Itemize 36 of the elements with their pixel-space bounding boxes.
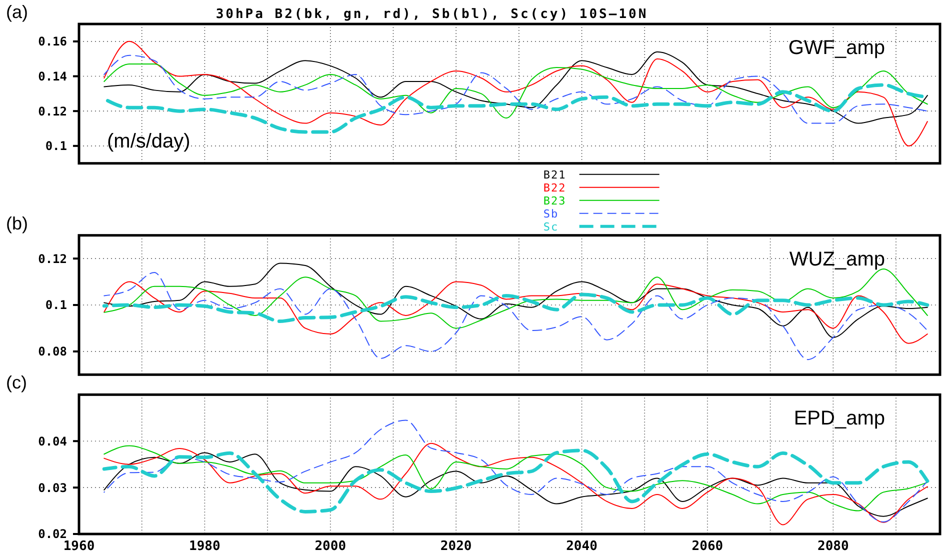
y-tick-label: 0.12: [38, 104, 67, 118]
x-tick-label: 2000: [314, 539, 346, 554]
y-tick-label: 0.16: [38, 34, 67, 49]
x-tick-label: 2060: [692, 539, 724, 554]
x-tick-label: 2040: [566, 539, 598, 554]
y-tick-label: 0.08: [38, 344, 67, 359]
line-series: [104, 64, 928, 119]
x-tick-label: 1980: [189, 539, 221, 554]
text: (a): [6, 2, 28, 22]
line-series: [104, 268, 928, 329]
text: Sb: [543, 207, 559, 220]
x-tick-label: 2020: [440, 539, 472, 554]
y-tick-label: 0.12: [38, 252, 67, 266]
annotation: EPD_amp: [794, 408, 885, 430]
y-tick-label: 0.02: [38, 527, 67, 542]
text: B23: [543, 194, 566, 208]
text: (c): [6, 372, 27, 393]
y-tick-label: 0.1: [45, 298, 67, 312]
y-tick-label: 0.14: [38, 69, 67, 84]
y-tick-label: 0.1: [45, 139, 67, 154]
chart-title: 30hPa B2(bk, gn, rd), Sb(bl), Sc(cy) 10S—10N: [216, 7, 648, 22]
annotation: (m/s/day): [107, 130, 190, 152]
line-series: [104, 442, 928, 526]
text: (b): [6, 213, 28, 234]
x-tick-label: 1960: [63, 539, 95, 554]
annotation: WUZ_amp: [789, 248, 885, 270]
annotation: GWF_amp: [788, 37, 885, 59]
text: B22: [543, 181, 566, 194]
line-series: [104, 272, 928, 360]
line-series: [102, 292, 930, 324]
x-tick-label: 2080: [818, 539, 849, 554]
line-series: [104, 281, 928, 344]
text: Sc: [543, 220, 559, 234]
y-tick-label: 0.04: [38, 434, 67, 448]
y-tick-label: 0.03: [38, 480, 67, 495]
text: B21: [543, 168, 566, 182]
